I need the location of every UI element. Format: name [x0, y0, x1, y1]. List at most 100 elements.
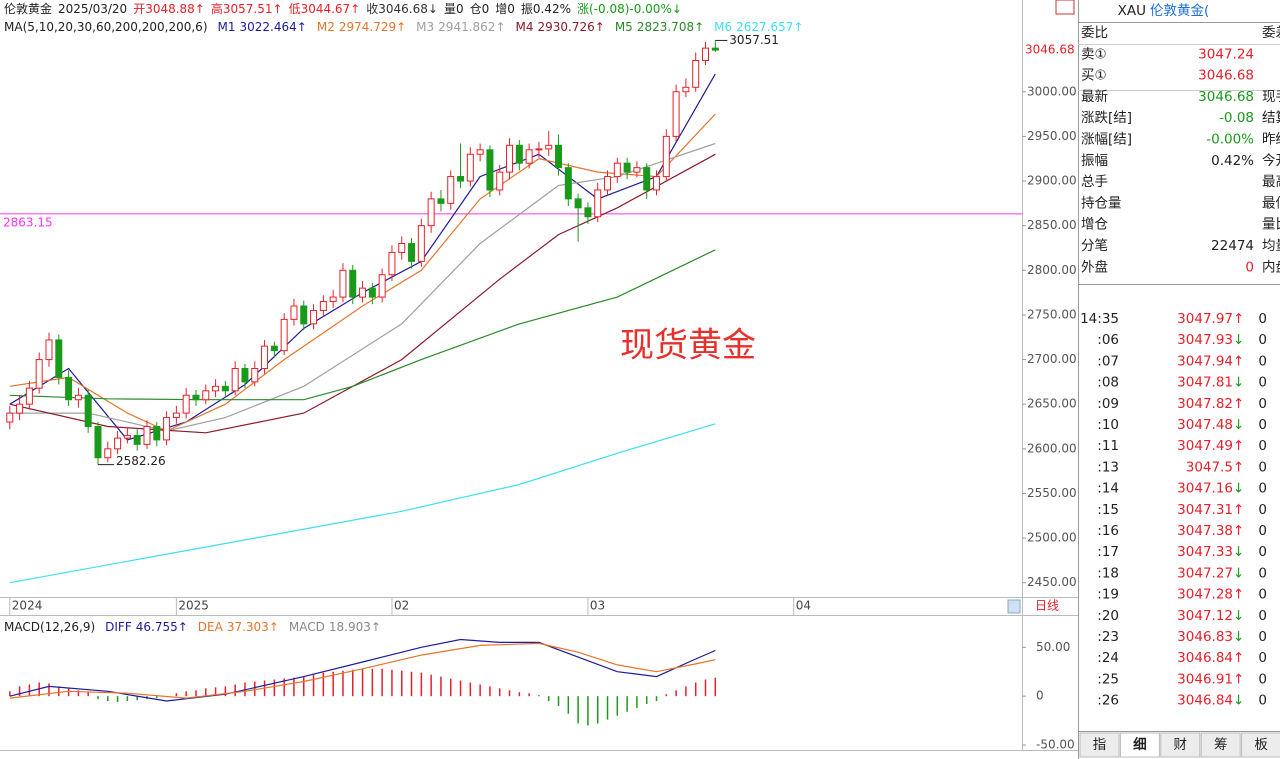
- scroll-button[interactable]: [1007, 599, 1021, 614]
- candle-body: [711, 47, 719, 51]
- ma-line: [9, 249, 716, 401]
- candle-body: [584, 207, 592, 218]
- tick-price: 3047.38: [1177, 523, 1233, 539]
- tick-price: 3046.84: [1177, 693, 1233, 709]
- y-tick-label: 2600.00: [1027, 441, 1077, 455]
- candle-body: [45, 339, 53, 361]
- row-label: 最新: [1081, 89, 1108, 105]
- legend-value: 18.903: [329, 620, 371, 634]
- legend-value: 3022.464: [240, 20, 297, 34]
- row-value: 3047.24: [1198, 46, 1254, 62]
- tick-arrow: ↓: [1233, 417, 1244, 433]
- candle-body: [94, 426, 102, 459]
- candle-body: [114, 437, 122, 450]
- candle-body: [555, 144, 563, 169]
- tab-label[interactable]: 指: [1093, 737, 1107, 753]
- candle-body: [231, 367, 239, 392]
- legend-name: M6: [714, 20, 732, 34]
- tick-arrow: ↑: [1233, 671, 1244, 687]
- candle-body: [35, 359, 43, 389]
- candle-body: [623, 162, 631, 173]
- last-price-box: [1023, 42, 1078, 59]
- tick-volume: 0: [1258, 438, 1267, 454]
- candle-body: [55, 339, 63, 378]
- row-right-label: 最低: [1262, 195, 1280, 211]
- macd-line: [9, 642, 716, 699]
- tick-arrow: ↓: [1233, 629, 1244, 645]
- tick-volume: 0: [1258, 587, 1267, 603]
- tab[interactable]: [1079, 732, 1120, 758]
- candle-body: [633, 167, 641, 173]
- tick-arrow: ↑: [1233, 438, 1244, 454]
- candle-body: [251, 367, 259, 383]
- candle-body: [319, 301, 327, 311]
- legend-name: DEA: [198, 620, 224, 634]
- tick-volume: 0: [1258, 375, 1267, 391]
- tick-time: :10: [1097, 417, 1119, 433]
- candle-body: [300, 305, 308, 325]
- alert-icon[interactable]: [1055, 0, 1075, 15]
- candle-body: [594, 189, 602, 218]
- legend-value: 2941.862: [438, 20, 495, 34]
- legend-trend: ↑: [495, 20, 505, 34]
- tab[interactable]: [1160, 732, 1201, 758]
- y-tick-label: 2500.00: [1027, 531, 1077, 545]
- legend-value: 37.303: [227, 620, 269, 634]
- tick-volume: 0: [1258, 693, 1267, 709]
- header-item: 增0: [495, 2, 515, 16]
- candle-body: [212, 385, 220, 392]
- header-item: 振0.42%: [521, 2, 571, 16]
- tick-price: 3047.48: [1177, 417, 1233, 433]
- macd-title: MACD(12,26,9): [4, 620, 95, 634]
- candle-body: [447, 176, 455, 204]
- tick-volume: 0: [1258, 523, 1267, 539]
- candle-body: [290, 305, 298, 320]
- tick-price: 3047.12: [1177, 608, 1233, 624]
- tick-volume: 0: [1258, 417, 1267, 433]
- candle-body: [496, 171, 504, 191]
- tab[interactable]: [1241, 732, 1280, 758]
- tab[interactable]: [1200, 732, 1241, 758]
- legend-value: 46.755: [136, 620, 178, 634]
- candle-body: [6, 412, 14, 423]
- legend-name: M3: [416, 20, 434, 34]
- tick-price: 3047.49: [1177, 438, 1233, 454]
- legend-value: 2974.729: [339, 20, 396, 34]
- legend-trend: ↑: [595, 20, 605, 34]
- tick-time: :07: [1097, 353, 1119, 369]
- row-label: 卖①: [1081, 46, 1107, 62]
- tab-label[interactable]: 筹: [1214, 736, 1228, 753]
- tick-volume: 0: [1258, 502, 1267, 518]
- tick-price: 3047.81: [1177, 375, 1233, 391]
- tick-volume: 0: [1258, 396, 1267, 412]
- tab[interactable]: [1119, 732, 1160, 758]
- tick-price: 3047.93: [1177, 332, 1233, 348]
- header-item: 收3046.68↓: [366, 2, 438, 16]
- y-tick-label: 2450.00: [1027, 575, 1077, 589]
- candle-body: [172, 412, 180, 419]
- candle-body: [221, 385, 229, 392]
- tick-price: 3046.84: [1177, 650, 1233, 666]
- legend-value: 2823.708: [637, 20, 694, 34]
- candle-body: [535, 148, 543, 151]
- candle-body: [643, 167, 651, 191]
- y-tick-label: 2850.00: [1027, 218, 1077, 232]
- tab-label[interactable]: 细: [1133, 736, 1147, 753]
- tick-time: :06: [1097, 332, 1119, 348]
- tick-time: :15: [1097, 502, 1119, 518]
- tick-time: 14:35: [1080, 311, 1119, 327]
- tick-arrow: ↓: [1233, 544, 1244, 560]
- x-tick-label: 04: [796, 599, 811, 613]
- candle-body: [427, 198, 435, 227]
- row-label: 买①: [1081, 68, 1107, 84]
- row-right-label: 昨结算: [1262, 132, 1280, 148]
- legend-value: 2627.657: [736, 20, 793, 34]
- tick-arrow: ↓: [1233, 693, 1244, 709]
- tick-arrow: ↑: [1233, 311, 1244, 327]
- tab-label[interactable]: 板: [1254, 737, 1268, 753]
- candle-body: [84, 394, 92, 428]
- last-price: 3046.68: [1025, 43, 1075, 57]
- high-label: 3057.51: [729, 33, 779, 47]
- tab-label[interactable]: 财: [1174, 737, 1188, 753]
- row-label: 涨幅[结]: [1081, 132, 1132, 148]
